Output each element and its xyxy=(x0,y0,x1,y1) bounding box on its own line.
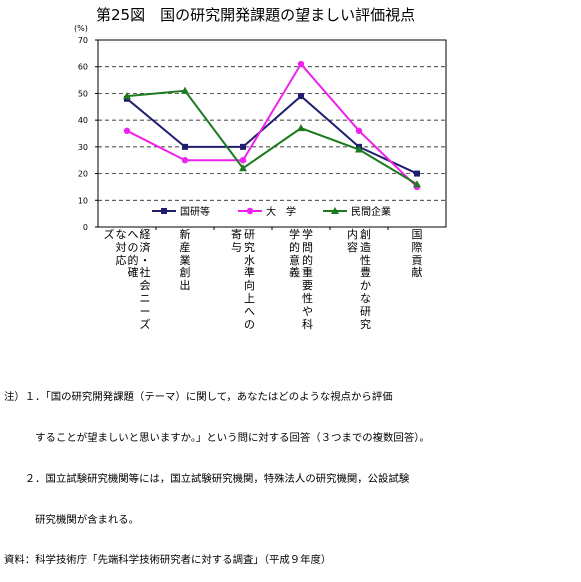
legend-box xyxy=(146,203,408,219)
legend-marker xyxy=(246,207,254,215)
legend-marker xyxy=(161,208,167,214)
legend-marker xyxy=(331,207,339,214)
x-category-label: 国際貢献 xyxy=(397,228,437,280)
data-point xyxy=(298,93,304,100)
y-tick-label: 30 xyxy=(78,143,88,152)
data-point xyxy=(181,86,189,94)
data-point xyxy=(355,145,363,153)
x-category-label-column: への的確 xyxy=(127,228,139,280)
x-category-label-column: 研究水準向上への xyxy=(244,228,255,331)
note-line-2: することが望ましいと思いますか。」という問に対する回答（３つまでの複数回答）。 xyxy=(4,431,430,444)
chart-title: 第25図 国の研究開発課題の望ましい評価視点 xyxy=(96,6,416,24)
x-category-label-column: 学的意義 xyxy=(289,228,300,280)
data-point xyxy=(297,124,305,132)
series-line-2 xyxy=(126,62,418,188)
y-tick-label: 10 xyxy=(78,196,88,205)
grid-lines xyxy=(98,66,446,201)
data-point xyxy=(355,127,363,135)
data-point xyxy=(181,157,189,164)
y-tick-label: 70 xyxy=(78,36,88,45)
x-category-label: 新産業創出 xyxy=(165,228,205,293)
legend-label: 国研等 xyxy=(180,205,210,218)
data-point xyxy=(413,180,421,188)
y-tick-label: 50 xyxy=(78,89,88,98)
data-point xyxy=(239,164,247,172)
x-category-label-column: 国際貢献 xyxy=(411,228,423,280)
series-line-3 xyxy=(126,89,418,186)
x-category-label-column: 内容 xyxy=(347,228,358,254)
x-category-label-column: な対応 xyxy=(115,228,127,267)
plot-frame xyxy=(97,39,447,228)
axes: 0 10 20 30 40 50 60 70 (%) xyxy=(74,24,447,232)
data-point xyxy=(297,60,305,68)
data-point xyxy=(182,143,188,150)
source-line: 資料：科学技術庁「先端科学技術研究者に対する調査」（平成９年度） xyxy=(4,554,332,567)
legend: 国研等 大 学 民間企業 xyxy=(146,203,408,219)
data-point xyxy=(239,157,247,164)
y-axis-unit: (%) xyxy=(74,24,88,33)
x-category-label: 創造性豊かな研究内容 xyxy=(339,228,379,331)
series-line-1 xyxy=(126,94,418,175)
data-point xyxy=(123,127,131,135)
y-tick-label: 20 xyxy=(78,170,88,179)
legend-label: 民間企業 xyxy=(351,205,391,218)
x-category-label: 学問的重要性や科学的意義 xyxy=(281,228,321,331)
x-category-label-column: 寄与 xyxy=(231,228,242,254)
data-point xyxy=(414,170,420,177)
x-category-label-column: 新産業創出 xyxy=(179,228,191,293)
data-point xyxy=(123,92,131,100)
y-tick-label: 40 xyxy=(78,116,88,125)
note-line-4: 研究機関が含まれる。 xyxy=(4,513,140,526)
x-category-label: 研究水準向上への寄与 xyxy=(223,228,263,331)
x-category-label: 経済・社会ニーズへの的確な対応ズ xyxy=(103,228,151,331)
note-line-3: ２．国立試験研究機関等には，国立試験研究機関，特殊法人の研究機関，公設試験 xyxy=(4,472,410,485)
x-category-label-column: 創造性豊かな研究 xyxy=(360,228,371,331)
x-category-label-column: 学問的重要性や科 xyxy=(302,228,313,331)
data-point xyxy=(240,143,246,150)
y-tick-label: 0 xyxy=(83,223,88,232)
series-layer xyxy=(123,60,421,191)
note-line-1: 注）１．「国の研究開発課題（テーマ）に関して，あなたはどのような視点から評価 xyxy=(4,391,393,404)
y-tick-label: 60 xyxy=(78,63,88,72)
legend-label: 大 学 xyxy=(266,205,296,218)
line-chart: 0 10 20 30 40 50 60 70 (%) 国研等 大 学 民間企業 xyxy=(74,24,447,232)
x-category-label-column: ズ xyxy=(103,228,115,241)
x-category-label-column: 経済・社会ニーズ xyxy=(139,228,151,331)
footnotes: 注）１．「国の研究開発課題（テーマ）に関して，あなたはどのような視点から評価 す… xyxy=(4,364,430,582)
